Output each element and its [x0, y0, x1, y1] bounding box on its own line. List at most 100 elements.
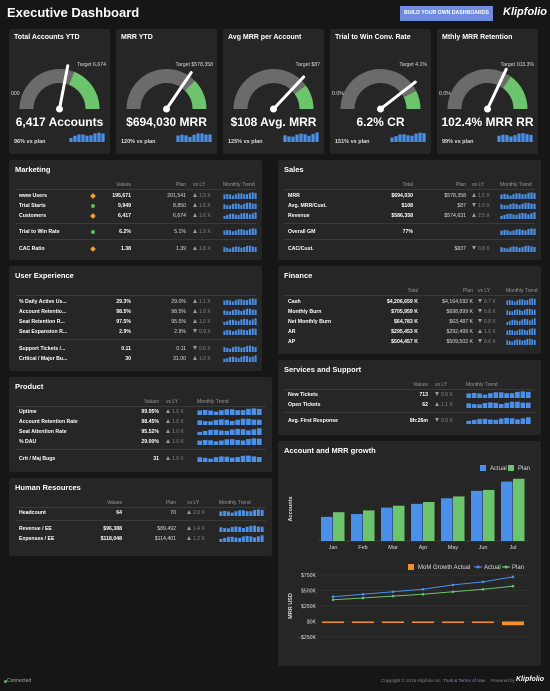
- row-value: 713: [419, 392, 428, 398]
- sparkline-bar: [235, 410, 240, 415]
- gauge-min-label: 000: [11, 91, 20, 97]
- sparkline-bar: [197, 440, 203, 445]
- sparkline-bar: [197, 410, 203, 415]
- sparkline-bar: [256, 419, 262, 425]
- gauge-pivot: [56, 105, 63, 113]
- sparkline-bar: [243, 300, 246, 305]
- sparkline-bar: [231, 231, 234, 235]
- sparkline-bar: [512, 246, 515, 252]
- sparkline-bar: [531, 339, 534, 345]
- build-dashboard-button[interactable]: BUILD YOUR OWN DASHBOARDS: [400, 6, 493, 21]
- klipfolio-logo[interactable]: Klipfolio: [503, 6, 547, 18]
- connected-status-icon: [4, 680, 7, 683]
- sparkline-bar: [226, 528, 230, 532]
- sparkline-bar: [505, 135, 509, 142]
- line-point: [451, 590, 455, 594]
- sparkline-bar: [226, 299, 229, 305]
- x-tick-label: May: [448, 545, 459, 551]
- sparkline-bar: [234, 309, 237, 315]
- sparkline-bar: [516, 330, 519, 335]
- sparkline-bar: [513, 135, 517, 142]
- sparkline-bar: [223, 321, 226, 325]
- sparkline-bar: [516, 339, 519, 345]
- trend-sparkline: [500, 192, 536, 199]
- y-tick-label: $500K: [301, 589, 317, 595]
- trend-sparkline: [223, 212, 257, 219]
- triangle-up-icon: [472, 193, 476, 197]
- triangle-up-icon: [193, 246, 197, 250]
- row-vs-ly: 0.9 X: [435, 418, 453, 424]
- sparkline-bar: [200, 133, 204, 142]
- sparkline-bar: [237, 229, 240, 235]
- sparkline-bar: [229, 205, 232, 209]
- status-dot-icon: [91, 230, 95, 234]
- sparkline-bar: [260, 526, 264, 532]
- sparkline-bar: [525, 134, 529, 142]
- sparkline-bar: [240, 440, 246, 445]
- bottom-ylabel: MRR USD: [288, 593, 294, 619]
- growth-bar: [472, 621, 494, 623]
- sparkline-bar: [527, 192, 530, 199]
- line-point: [361, 592, 365, 596]
- sparkline-bar: [251, 213, 254, 219]
- sparkline-bar: [291, 136, 295, 142]
- sparkline-bar: [251, 298, 254, 305]
- trend-sparkline: [506, 318, 536, 325]
- row-plan: $89,492: [157, 526, 176, 532]
- sparkline-bar: [246, 319, 249, 325]
- sparkline-bar: [240, 356, 243, 362]
- row-label: Support Tickets /...: [19, 346, 66, 352]
- row-value: $108: [401, 203, 413, 209]
- line-point: [421, 592, 425, 596]
- trend-sparkline: [500, 202, 536, 209]
- sparkline-bar: [229, 439, 235, 445]
- sparkline-bar: [524, 194, 527, 199]
- sparkline-bar: [89, 135, 93, 142]
- sparkline-bar: [240, 299, 243, 305]
- sales-title: Sales: [284, 165, 304, 174]
- row-plan: 6,674: [173, 213, 186, 219]
- row-label: Revenue / EE: [19, 526, 52, 532]
- row-label: CAC/Cust.: [288, 246, 314, 252]
- footer-logo[interactable]: Klipfolio: [516, 676, 544, 683]
- gauge-fill: [502, 76, 528, 109]
- vs-ly-value: 1.1 X: [441, 402, 453, 408]
- sparkline-bar: [219, 538, 223, 542]
- sparkline-bar: [530, 213, 533, 219]
- vs-ly-value: 1.1 X: [199, 299, 211, 305]
- triangle-up-icon: [478, 329, 482, 333]
- sparkline-bar: [506, 248, 509, 252]
- ux-title: User Experience: [15, 271, 74, 280]
- sparkline-bar: [229, 409, 235, 415]
- col-header: Total: [407, 288, 418, 294]
- triangle-up-icon: [472, 213, 476, 217]
- sparkline-bar: [231, 319, 234, 325]
- terms-link[interactable]: Trust & Terms of Use: [443, 678, 486, 683]
- sparkline-bar: [248, 192, 251, 199]
- sparkline-bar: [498, 392, 504, 398]
- kpi-panel: Mthly MRR Retention Target 103.3% 0.0% 102.…: [437, 29, 538, 154]
- sparkline-bar: [237, 320, 240, 325]
- sparkline-bar: [249, 511, 253, 516]
- sparkline-bar: [260, 509, 264, 516]
- sparkline-bar: [523, 340, 526, 345]
- sparkline-bar: [503, 214, 506, 219]
- triangle-up-icon: [166, 439, 170, 443]
- actual-bar: [501, 481, 513, 541]
- sparkline-bar: [240, 310, 243, 315]
- sparkline-bar: [243, 194, 246, 199]
- sparkline-bar: [202, 421, 208, 425]
- row-value: $4,206,659 K: [386, 299, 418, 305]
- row-label: Open Tickets: [288, 402, 321, 408]
- kpi-title: Trial to Win Conv. Rate: [335, 34, 411, 41]
- sparkline-bar: [287, 136, 291, 142]
- gauge-target: Target 103.3%: [501, 62, 535, 68]
- sparkline-bar: [533, 328, 536, 335]
- row-value: $504,457 K: [391, 339, 418, 345]
- sparkline-bar: [243, 212, 246, 219]
- triangle-up-icon: [166, 419, 170, 423]
- sparkline-bar: [240, 329, 243, 335]
- trend-sparkline: [219, 525, 264, 532]
- sparkline-bar: [254, 228, 257, 235]
- sparkline-bar: [249, 525, 253, 532]
